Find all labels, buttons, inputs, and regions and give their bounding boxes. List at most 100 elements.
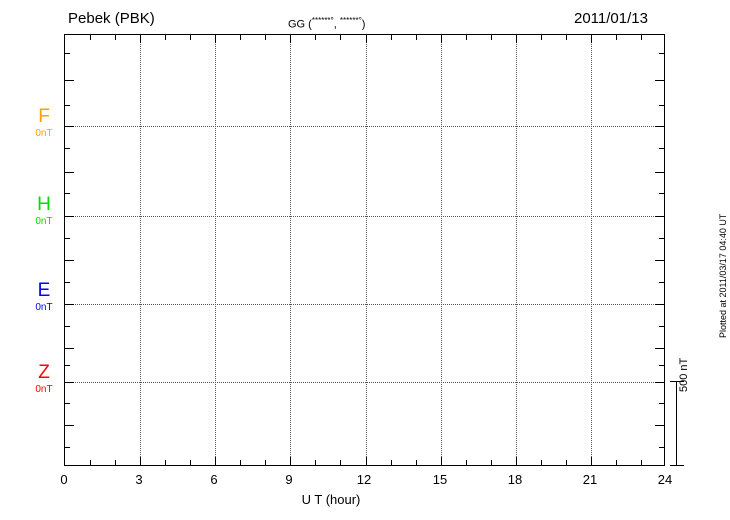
x-tick-minor — [240, 460, 242, 465]
y-tick-major — [65, 216, 74, 217]
y-tick-major — [65, 425, 74, 426]
plot-area — [65, 35, 664, 465]
coords-separator: , — [333, 18, 340, 31]
x-tick-minor — [115, 460, 117, 465]
station-coordinates: GG (******°, ******°) — [288, 14, 365, 32]
x-tick-major — [590, 457, 592, 465]
y-tick-right-major — [655, 382, 664, 383]
x-tick-top-minor — [615, 35, 617, 40]
baseline-gridline-f — [65, 126, 664, 127]
y-tick-major — [65, 126, 74, 127]
y-tick-minor — [65, 447, 70, 448]
y-tick-minor — [65, 105, 70, 106]
y-tick-minor — [65, 53, 70, 54]
coords-close-paren: ) — [361, 18, 366, 31]
channel-label-e: E 0nT — [24, 281, 64, 314]
x-tick-minor — [465, 460, 467, 465]
channel-letter-z: Z — [38, 362, 50, 383]
x-axis-tick-label: 12 — [356, 472, 372, 487]
y-tick-right-major — [655, 126, 664, 127]
x-tick-major — [215, 457, 217, 465]
x-tick-minor — [315, 460, 317, 465]
channel-zero-z: 0nT — [35, 384, 53, 395]
scale-bar — [670, 381, 684, 466]
scale-bar-stem — [676, 381, 677, 466]
x-tick-major — [290, 457, 292, 465]
y-tick-minor — [65, 326, 70, 327]
x-tick-major — [365, 457, 367, 465]
x-tick-major — [515, 457, 517, 465]
gridline-vertical — [365, 35, 367, 465]
x-tick-minor — [565, 460, 567, 465]
y-tick-major — [65, 172, 74, 173]
coords-open-paren: ( — [305, 18, 312, 31]
x-tick-top-major — [515, 35, 517, 43]
gridline-vertical — [590, 35, 592, 465]
y-tick-major — [65, 260, 74, 261]
x-tick-major — [140, 457, 142, 465]
channel-label-f: F 0nT — [24, 107, 64, 140]
x-tick-top-minor — [415, 35, 417, 40]
y-tick-right-major — [655, 216, 664, 217]
y-tick-right-major — [655, 425, 664, 426]
x-tick-top-minor — [315, 35, 317, 40]
channel-zero-f: 0nT — [35, 128, 53, 139]
baseline-gridline-e — [65, 304, 664, 305]
x-tick-minor — [615, 460, 617, 465]
y-tick-major — [65, 304, 74, 305]
coords-longitude: ****** — [339, 16, 359, 25]
x-tick-top-major — [365, 35, 367, 43]
x-tick-top-minor — [465, 35, 467, 40]
y-tick-minor — [65, 193, 70, 194]
y-tick-right-minor — [659, 105, 664, 106]
y-tick-minor — [65, 148, 70, 149]
gridline-vertical — [515, 35, 517, 465]
x-axis-tick-label: 9 — [285, 472, 293, 487]
y-tick-right-major — [655, 348, 664, 349]
gridline-vertical — [440, 35, 442, 465]
channel-label-h: H 0nT — [24, 195, 64, 228]
x-tick-top-minor — [240, 35, 242, 40]
y-tick-minor — [65, 238, 70, 239]
x-tick-top-minor — [265, 35, 267, 40]
x-tick-top-minor — [190, 35, 192, 40]
baseline-gridline-z — [65, 382, 664, 383]
y-tick-right-minor — [659, 403, 664, 404]
x-tick-minor — [640, 460, 642, 465]
plot-frame — [64, 34, 665, 466]
x-axis-tick-label: 18 — [507, 472, 523, 487]
scale-bar-cap-top — [670, 381, 684, 382]
scale-bar-label: 500 nT — [678, 357, 690, 392]
y-tick-right-minor — [659, 447, 664, 448]
channel-label-z: Z 0nT — [24, 363, 64, 396]
y-tick-minor — [65, 403, 70, 404]
data-traces — [65, 35, 664, 465]
y-tick-major — [65, 382, 74, 383]
x-tick-top-minor — [490, 35, 492, 40]
x-tick-top-minor — [340, 35, 342, 40]
scale-bar-cap-bottom — [670, 465, 684, 466]
y-tick-major — [65, 80, 74, 81]
x-tick-top-minor — [90, 35, 92, 40]
x-tick-minor — [265, 460, 267, 465]
gridline-vertical — [290, 35, 292, 465]
page-title: Pebek (PBK) — [68, 10, 155, 27]
x-tick-minor — [490, 460, 492, 465]
y-tick-right-minor — [659, 365, 664, 366]
x-tick-top-major — [440, 35, 442, 43]
y-tick-right-major — [655, 260, 664, 261]
observation-date: 2011/01/13 — [574, 10, 648, 27]
y-tick-right-minor — [659, 238, 664, 239]
coords-longitude-degree: ° — [358, 16, 362, 25]
y-tick-right-minor — [659, 193, 664, 194]
x-tick-minor — [190, 460, 192, 465]
x-axis-tick-label: 15 — [432, 472, 448, 487]
channel-zero-e: 0nT — [35, 302, 53, 313]
y-tick-right-minor — [659, 282, 664, 283]
coords-prefix: GG — [288, 18, 306, 31]
x-tick-minor — [165, 460, 167, 465]
x-tick-minor — [90, 460, 92, 465]
x-tick-top-minor — [540, 35, 542, 40]
x-tick-minor — [540, 460, 542, 465]
y-tick-right-major — [655, 80, 664, 81]
